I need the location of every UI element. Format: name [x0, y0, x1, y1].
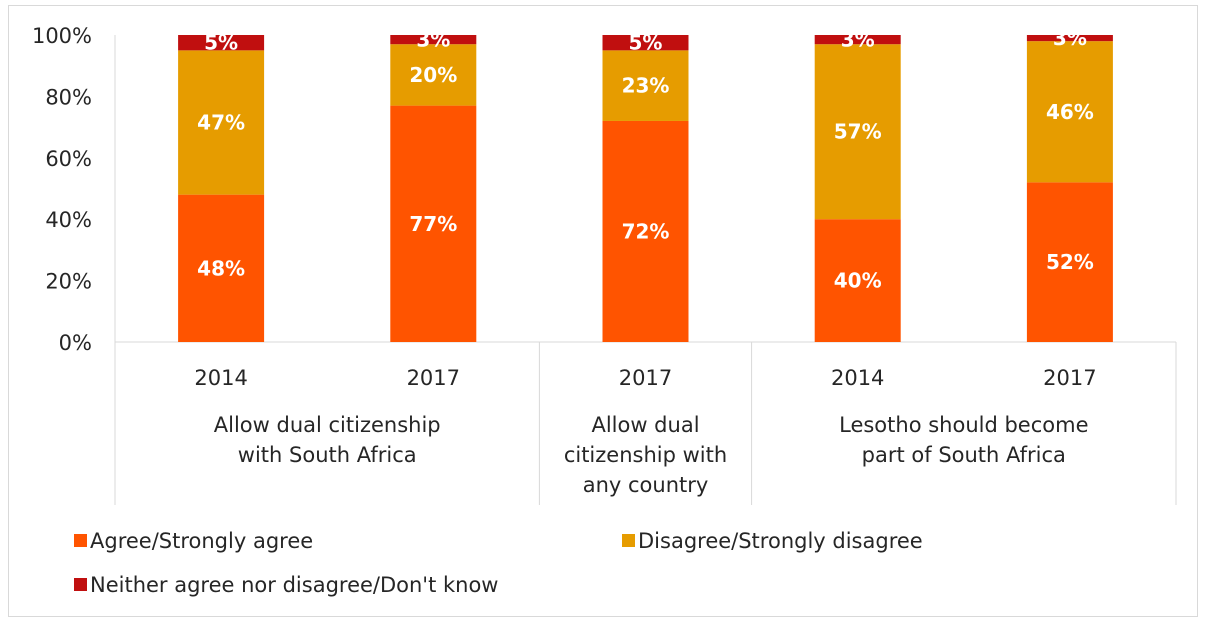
data-label: 57% [834, 120, 882, 144]
data-label: 77% [409, 212, 457, 236]
y-tick-label: 40% [45, 208, 92, 232]
data-labels: 48% 77% 72% 40% 52% 47% 20% 23% 57% 46% 5% 3% 5% 3% 3% [197, 26, 1094, 293]
bar-segment [602, 35, 689, 51]
y-axis-ticks: 0% 20% 40% 60% 80% 100% [32, 24, 92, 355]
data-label: 23% [622, 74, 670, 98]
x-tick-label: 2014 [831, 366, 884, 390]
bar-segment [1026, 35, 1113, 42]
legend-swatch [622, 534, 635, 547]
legend-label: Agree/Strongly agree [90, 529, 313, 553]
x-tick-label: 2017 [1043, 366, 1096, 390]
y-tick-label: 20% [45, 270, 92, 294]
chart-frame [8, 5, 1198, 617]
legend-label: Neither agree nor disagree/Don't know [90, 573, 499, 597]
bar-segment [814, 44, 901, 220]
data-label: 3% [1053, 26, 1087, 50]
bar-segment [1026, 182, 1113, 342]
data-label: 5% [629, 31, 663, 55]
legend-label: Disagree/Strongly disagree [638, 529, 923, 553]
y-tick-label: 100% [32, 24, 92, 48]
data-label: 47% [197, 110, 245, 134]
group-label: Allow dual [591, 413, 699, 437]
bar-segment [602, 120, 689, 343]
bars [178, 35, 1113, 343]
group-label: Allow dual citizenship [214, 413, 441, 437]
x-axis-ticks: 2014 2017 2017 2014 2017 Allow dual citizensh… [194, 366, 1096, 497]
bar-segment [390, 35, 477, 45]
x-tick-label: 2014 [194, 366, 247, 390]
y-tick-label: 60% [45, 147, 92, 171]
x-tick-label: 2017 [619, 366, 672, 390]
bar-segment [1026, 41, 1113, 183]
data-label: 3% [416, 28, 450, 52]
bar-segment [602, 50, 689, 121]
legend: Agree/Strongly agree Disagree/Strongly di… [74, 529, 923, 597]
data-label: 40% [834, 269, 882, 293]
group-label: part of South Africa [862, 443, 1066, 467]
data-label: 5% [204, 31, 238, 55]
bar-segment [814, 35, 901, 45]
data-label: 72% [622, 219, 670, 243]
bar-segment [814, 219, 901, 342]
data-label: 46% [1046, 100, 1094, 124]
data-label: 3% [841, 28, 875, 52]
axes [114, 35, 1177, 505]
bar-segment [178, 35, 265, 51]
legend-swatch [74, 578, 87, 591]
group-label: Lesotho should become [839, 413, 1088, 437]
y-tick-label: 0% [59, 331, 92, 355]
bar-segment [178, 50, 265, 195]
data-label: 20% [409, 63, 457, 87]
bar-segment [390, 105, 477, 342]
y-tick-label: 80% [45, 85, 92, 109]
x-tick-label: 2017 [407, 366, 460, 390]
group-label: with South Africa [238, 443, 417, 467]
bar-segment [390, 44, 477, 106]
group-label: any country [583, 473, 709, 497]
legend-swatch [74, 534, 87, 547]
data-label: 48% [197, 256, 245, 280]
data-label: 52% [1046, 250, 1094, 274]
group-label: citizenship with [564, 443, 727, 467]
bar-segment [178, 194, 265, 342]
